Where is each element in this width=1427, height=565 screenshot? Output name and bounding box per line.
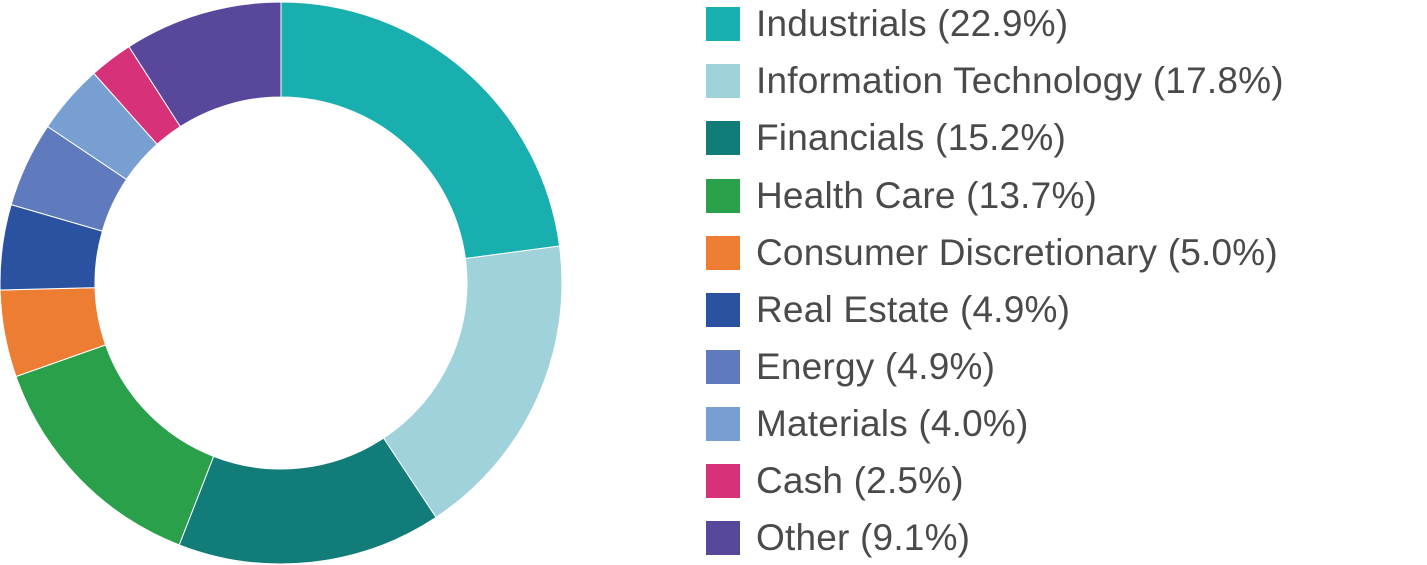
- legend-item-real-estate: Real Estate (4.9%): [706, 289, 1071, 330]
- legend-label: Real Estate (4.9%): [756, 289, 1071, 330]
- legend-item-materials: Materials (4.0%): [706, 403, 1029, 444]
- legend-item-energy: Energy (4.9%): [706, 346, 996, 387]
- sector-donut-chart: [0, 1, 563, 565]
- legend-label: Information Technology (17.8%): [756, 60, 1284, 101]
- legend-item-other: Other (9.1%): [706, 517, 971, 558]
- legend-label: Industrials (22.9%): [756, 3, 1069, 44]
- legend-swatch: [706, 407, 740, 441]
- legend-item-information-technology: Information Technology (17.8%): [706, 60, 1284, 101]
- legend-label: Materials (4.0%): [756, 403, 1029, 444]
- slice-industrials: [280, 1, 561, 260]
- legend-swatch: [706, 236, 740, 270]
- slice-other: [128, 1, 282, 128]
- legend-swatch: [706, 121, 740, 155]
- legend-item-financials: Financials (15.2%): [706, 117, 1067, 158]
- slice-health-care: [15, 344, 215, 546]
- legend-item-consumer-discretionary: Consumer Discretionary (5.0%): [706, 232, 1278, 273]
- legend-item-health-care: Health Care (13.7%): [706, 175, 1098, 216]
- legend-item-cash: Cash (2.5%): [706, 460, 964, 501]
- legend-swatch: [706, 293, 740, 327]
- legend-swatch: [706, 7, 740, 41]
- legend-label: Other (9.1%): [756, 517, 971, 558]
- legend-item-industrials: Industrials (22.9%): [706, 3, 1069, 44]
- legend-label: Consumer Discretionary (5.0%): [756, 232, 1278, 273]
- legend-label: Cash (2.5%): [756, 460, 964, 501]
- legend-swatch: [706, 64, 740, 98]
- legend-swatch: [706, 521, 740, 555]
- legend-label: Energy (4.9%): [756, 346, 996, 387]
- legend-label: Health Care (13.7%): [756, 175, 1098, 216]
- legend-swatch: [706, 179, 740, 213]
- legend-label: Financials (15.2%): [756, 117, 1067, 158]
- legend-swatch: [706, 464, 740, 498]
- legend-swatch: [706, 350, 740, 384]
- slice-information-technology: [382, 245, 563, 519]
